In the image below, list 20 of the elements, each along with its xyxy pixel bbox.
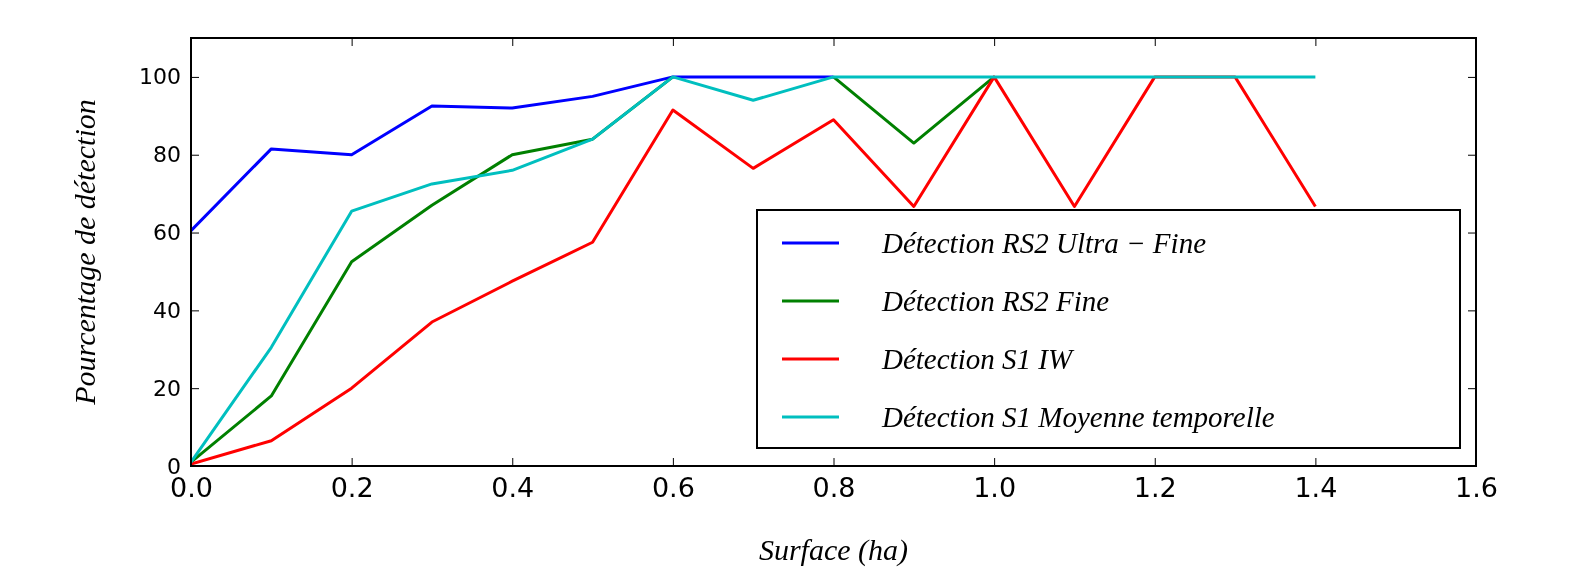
x-axis-title: Surface (ha) bbox=[758, 533, 909, 567]
y-tick-label: 100 bbox=[139, 64, 181, 90]
y-tick-label: 20 bbox=[153, 375, 181, 401]
legend-label: Détection RS2 Ultra − Fine bbox=[881, 227, 1207, 259]
x-tick-label: 0.8 bbox=[812, 472, 856, 504]
x-tick-label: 0.6 bbox=[651, 472, 695, 504]
legend-label: Détection S1 IW bbox=[881, 343, 1075, 375]
x-tick-label: 1.0 bbox=[973, 472, 1017, 504]
legend-label: Détection S1 Moyenne temporelle bbox=[881, 401, 1275, 433]
x-tick-label: 1.2 bbox=[1133, 472, 1177, 504]
legend-label: Détection RS2 Fine bbox=[881, 285, 1110, 317]
y-tick-label: 60 bbox=[153, 220, 181, 246]
line-series bbox=[191, 75, 835, 233]
x-tick-label: 0.2 bbox=[330, 472, 374, 504]
y-axis-title: Pourcentage de détection bbox=[68, 99, 101, 406]
x-tick-label: 1.6 bbox=[1455, 472, 1498, 504]
y-tick-label: 40 bbox=[153, 297, 181, 323]
x-tick-label: 0.4 bbox=[491, 472, 535, 504]
x-tick-label: 1.4 bbox=[1294, 472, 1338, 504]
y-tick-label: 80 bbox=[153, 142, 181, 168]
